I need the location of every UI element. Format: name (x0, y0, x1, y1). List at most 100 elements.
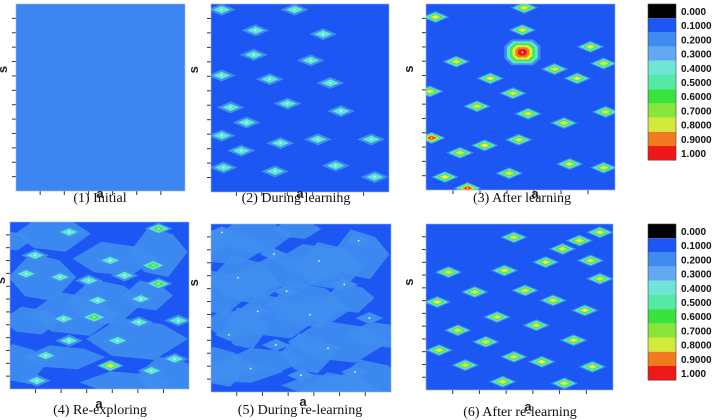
legend-tick-label: 0.8000 (681, 121, 712, 132)
peak-marker (508, 172, 511, 175)
legend-tick-label: 0.8000 (681, 341, 712, 352)
peak-marker (466, 187, 469, 190)
legend-tick-label: 0.1000 (681, 241, 712, 252)
x-axis-label: a (531, 186, 539, 201)
legend-tick-label: 0.1000 (681, 21, 712, 32)
peak-marker (87, 279, 90, 282)
legend-tick-label: 0.4000 (681, 284, 712, 295)
peak-marker (589, 45, 592, 48)
peak-marker (459, 151, 461, 154)
peak-marker (59, 276, 62, 279)
heatmap-panel-5: s a(5) During re-learning (186, 223, 392, 418)
legend-swatch (648, 224, 676, 239)
peak-marker (96, 299, 99, 302)
legend-swatch (648, 295, 676, 310)
peak-marker (434, 16, 437, 18)
peak-contour (211, 226, 236, 239)
peak-marker (252, 53, 255, 56)
legend-swatch (648, 4, 676, 19)
peak-marker (229, 106, 232, 109)
y-axis-label: s (401, 278, 416, 285)
panel-caption: (6) After re-learning (463, 405, 577, 420)
panel-frame (425, 223, 614, 391)
peak-marker (553, 68, 556, 70)
axis-ticks (12, 17, 162, 195)
legend-swatch (648, 146, 676, 161)
peak-marker (464, 364, 467, 366)
peak-marker (591, 365, 594, 368)
peak-marker (599, 277, 601, 280)
peak-marker (327, 347, 329, 350)
peak-marker (541, 360, 543, 363)
peak-marker (340, 110, 342, 113)
panel-caption: (3) After learning (473, 191, 571, 206)
y-axis-label: s (186, 279, 201, 286)
peak-marker (300, 374, 302, 377)
peak-marker (279, 142, 282, 145)
peak-marker (373, 176, 376, 178)
panel-caption: (5) During re-learning (238, 403, 362, 418)
peak-marker (438, 349, 440, 352)
peak-marker (524, 289, 527, 292)
heatmap-panel-6: s a(6) After re-learning (401, 223, 614, 420)
contour-region (136, 356, 189, 389)
colorbar-legend-2: 0.000 0.1000 0.2000 0.3000 0.4000 0.5000 0.600… (647, 223, 712, 381)
peak-marker (334, 164, 337, 167)
peak-marker (368, 317, 371, 319)
peak-marker (93, 316, 96, 319)
contour-region (211, 270, 254, 315)
peak-marker (496, 316, 498, 318)
y-axis-label: s (0, 66, 10, 73)
legend-tick-label: 0.7000 (681, 326, 712, 337)
peak-marker (430, 137, 433, 139)
peak-marker (456, 329, 459, 332)
x-axis-label: a (296, 186, 304, 201)
peak-marker (322, 33, 325, 35)
contour-region (345, 321, 391, 348)
legend-swatch (648, 89, 676, 104)
panel-frame (425, 3, 616, 191)
peak-marker (343, 283, 346, 286)
heatmap-background (211, 4, 389, 192)
x-axis-label: a (524, 399, 532, 414)
peak-marker (447, 271, 450, 274)
peak-marker (535, 324, 538, 327)
peak-marker (517, 138, 520, 141)
legend-tick-label: 0.3000 (681, 270, 712, 281)
peak-marker (523, 6, 526, 9)
peak-marker (568, 163, 571, 165)
peak-marker (228, 333, 230, 336)
peak-marker (484, 340, 487, 343)
peak-marker (150, 369, 153, 372)
heatmap-background (16, 4, 185, 191)
legend-swatch (648, 131, 676, 146)
axis-ticks (6, 234, 164, 393)
peak-marker (589, 259, 592, 262)
peak-marker (68, 231, 70, 233)
legend-tick-label: 1.000 (681, 369, 706, 380)
peak-marker (316, 138, 319, 141)
legend-tick-label: 0.9000 (681, 355, 712, 366)
peak-marker (139, 297, 142, 300)
peak-marker (357, 239, 360, 242)
peak-marker (273, 253, 275, 256)
peak-marker (116, 339, 119, 342)
legend-swatch (648, 252, 676, 267)
peak-marker (293, 8, 296, 11)
legend-swatch (648, 32, 676, 47)
legend-swatch (648, 103, 676, 118)
x-axis-label: a (96, 186, 104, 201)
peak-marker (34, 254, 36, 257)
contour-region (10, 231, 32, 251)
legend-tick-label: 0.6000 (681, 312, 712, 323)
peak-marker (428, 90, 431, 93)
legend-frame (647, 223, 677, 381)
heatmap-panel-3: s a(3) After learning (401, 3, 616, 206)
peak-marker (521, 29, 524, 31)
legend-tick-label: 0.000 (681, 7, 706, 18)
legend-tick-label: 0.5000 (681, 78, 712, 89)
peak-marker (157, 282, 160, 285)
peak-marker (572, 339, 575, 342)
peak-marker (455, 60, 458, 63)
